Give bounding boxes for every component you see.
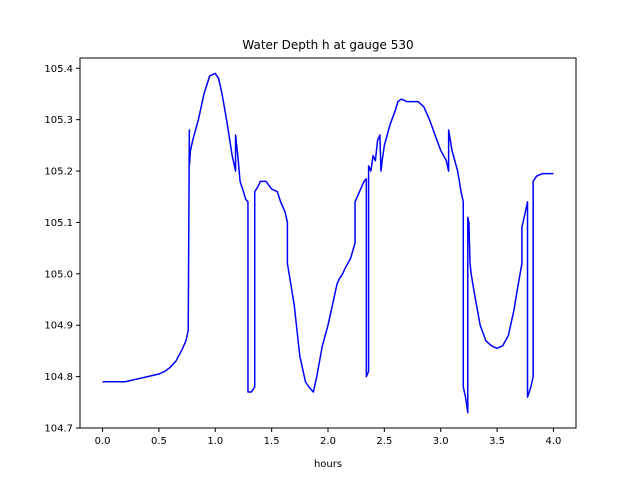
y-tick-label: 105.3 [44,115,73,126]
y-tick-label: 105.4 [44,64,73,75]
y-tick-label: 104.9 [44,321,73,332]
x-axis-ticks: 0.0 0.5 1.0 1.5 2.0 2.5 3.0 3.5 4.0 [95,428,562,447]
x-tick-label: 1.0 [207,436,223,447]
x-tick-label: 1.5 [264,436,280,447]
x-tick-label: 2.5 [376,436,392,447]
x-tick-label: 3.5 [489,436,505,447]
x-tick-label: 0.5 [151,436,167,447]
x-axis-label: hours [314,459,342,470]
x-tick-label: 4.0 [546,436,562,447]
plot-frame [79,57,577,429]
y-tick-label: 104.8 [44,372,73,383]
plot-layer [102,72,554,414]
y-tick-label: 105.0 [44,269,73,280]
y-tick-label: 104.7 [44,424,73,435]
series-line-0 [102,72,554,414]
chart-title: Water Depth h at gauge 530 [242,38,413,52]
y-tick-label: 105.2 [44,167,73,178]
y-tick-label: 105.1 [44,218,73,229]
x-tick-label: 0.0 [95,436,111,447]
x-tick-label: 3.0 [433,436,449,447]
x-tick-label: 2.0 [320,436,336,447]
y-axis-ticks: 104.7 104.8 104.9 105.0 105.1 105.2 105.3 105.4 [44,64,80,435]
